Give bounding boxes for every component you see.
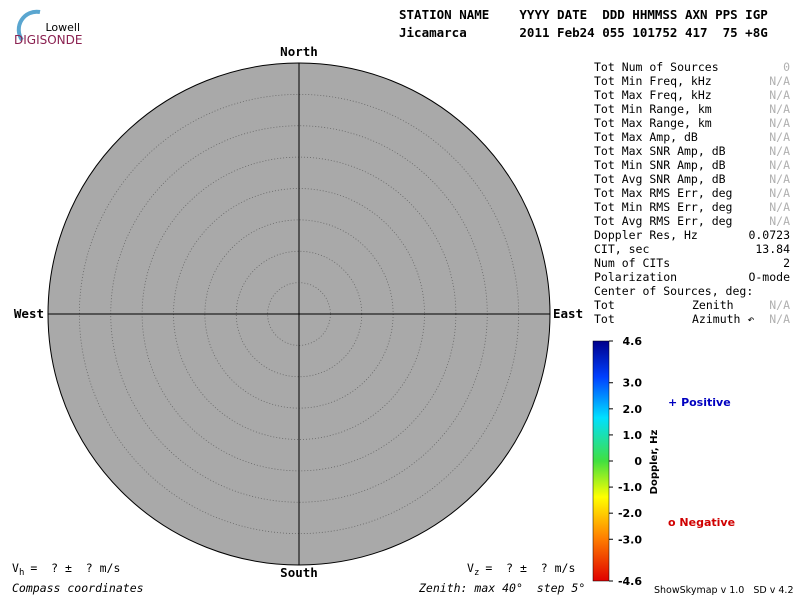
- stat-value: 2: [783, 256, 790, 270]
- logo-line2: DIGISONDE: [14, 33, 82, 47]
- stat-value: N/A: [769, 144, 790, 158]
- header-values: Jicamarca 2011 Feb24 055 101752 417 75 +…: [399, 25, 768, 40]
- stat-label: Tot Num of Sources: [594, 60, 719, 74]
- west-label: West: [14, 306, 44, 321]
- logo-arc: [16, 9, 41, 42]
- vh-symbol: V: [12, 561, 19, 575]
- stat-label: Num of CITs: [594, 256, 670, 270]
- stat-value: N/A: [769, 88, 790, 102]
- vz-label: Vz = ? ± ? m/s: [467, 561, 575, 578]
- zenith-step-label: step: [537, 581, 565, 595]
- stat-label: CIT, sec: [594, 242, 649, 256]
- stat-label: Tot Min Range, km: [594, 102, 712, 116]
- legend-label: Positive: [681, 396, 731, 409]
- stat-label: Tot Min RMS Err, deg: [594, 200, 732, 214]
- logo: Lowell DIGISONDE: [14, 9, 82, 47]
- zenith-step: 5: [571, 581, 578, 595]
- colorbar-tick-label: 1.0: [623, 429, 643, 442]
- stat-value: N/A: [769, 172, 790, 186]
- vz-sub: z: [474, 568, 479, 578]
- stat-value: N/A: [769, 158, 790, 172]
- stat-value: 0: [783, 60, 790, 74]
- colorbar-tick-label: 0: [634, 455, 642, 468]
- colorbar-tick-label: -3.0: [618, 533, 642, 546]
- colorbar-tick-label: 4.6: [623, 335, 643, 348]
- colorbar-tick-label: -1.0: [618, 481, 642, 494]
- legend-symbol: +: [668, 396, 677, 409]
- stat-label: Tot Avg SNR Amp, dB: [594, 172, 726, 186]
- stat-label: Polarization: [594, 270, 677, 284]
- zenith-max-label: max: [473, 581, 495, 595]
- center-label: Tot: [594, 312, 615, 326]
- center-sub: Azimuth ↶: [692, 312, 754, 326]
- center-value: N/A: [769, 298, 790, 312]
- vh-text: = ? ± ? m/s: [30, 561, 120, 575]
- legend-symbol: o: [668, 516, 676, 529]
- vh-label: Vh = ? ± ? m/s: [12, 561, 120, 578]
- stat-value: N/A: [769, 102, 790, 116]
- stat-label: Tot Max Freq, kHz: [594, 88, 712, 102]
- stat-value: 0.0723: [748, 228, 790, 242]
- north-label: North: [280, 44, 318, 59]
- zenith-unit: °: [516, 581, 523, 595]
- stat-value: 13.84: [755, 242, 790, 256]
- vz-symbol: V: [467, 561, 474, 575]
- zenith-max: 40: [502, 581, 516, 595]
- center-label: Tot: [594, 298, 615, 312]
- stat-value: O-mode: [748, 270, 790, 284]
- stat-value: N/A: [769, 116, 790, 130]
- version: ShowSkymap v 1.0 SD v 4.2: [654, 585, 794, 596]
- header-labels: STATION NAME YYYY DATE DDD HHMMSS AXN PP…: [399, 7, 768, 22]
- legend-positive: + Positive: [668, 396, 731, 409]
- colorbar: [592, 340, 610, 582]
- colorbar-tick-label: -2.0: [618, 507, 642, 520]
- legend-label: Negative: [679, 516, 735, 529]
- stat-value: N/A: [769, 130, 790, 144]
- stat-label: Tot Max Amp, dB: [594, 130, 698, 144]
- stat-label: Tot Avg RMS Err, deg: [594, 214, 732, 228]
- stat-value: N/A: [769, 214, 790, 228]
- zenith-label: Zenith:: [418, 581, 467, 595]
- center-title: Center of Sources, deg:: [594, 284, 753, 298]
- legend-negative: o Negative: [668, 516, 735, 529]
- stat-label: Doppler Res, Hz: [594, 228, 698, 242]
- logo-line1: Lowell: [45, 21, 80, 34]
- footer-zenith: Zenith: max 40° step 5°: [418, 581, 585, 595]
- south-label: South: [280, 565, 318, 580]
- stat-value: N/A: [769, 186, 790, 200]
- center-value: N/A: [769, 312, 790, 326]
- vh-sub: h: [19, 568, 24, 578]
- stat-label: Tot Min SNR Amp, dB: [594, 158, 726, 172]
- vz-text: = ? ± ? m/s: [485, 561, 575, 575]
- stat-value: N/A: [769, 74, 790, 88]
- colorbar-tick-label: 2.0: [623, 403, 643, 416]
- stat-label: Tot Max Range, km: [594, 116, 712, 130]
- stat-label: Tot Max SNR Amp, dB: [594, 144, 726, 158]
- colorbar-title: Doppler, Hz: [649, 430, 660, 495]
- stat-label: Tot Max RMS Err, deg: [594, 186, 732, 200]
- footer-left: Compass coordinates: [12, 581, 144, 595]
- colorbar-tick-label: 3.0: [623, 377, 643, 390]
- center-sub: Zenith: [692, 298, 734, 312]
- zenith-unit: °: [578, 581, 585, 595]
- stat-label: Tot Min Freq, kHz: [594, 74, 712, 88]
- colorbar-tick-label: -4.6: [618, 575, 642, 588]
- stat-value: N/A: [769, 200, 790, 214]
- east-label: East: [553, 306, 583, 321]
